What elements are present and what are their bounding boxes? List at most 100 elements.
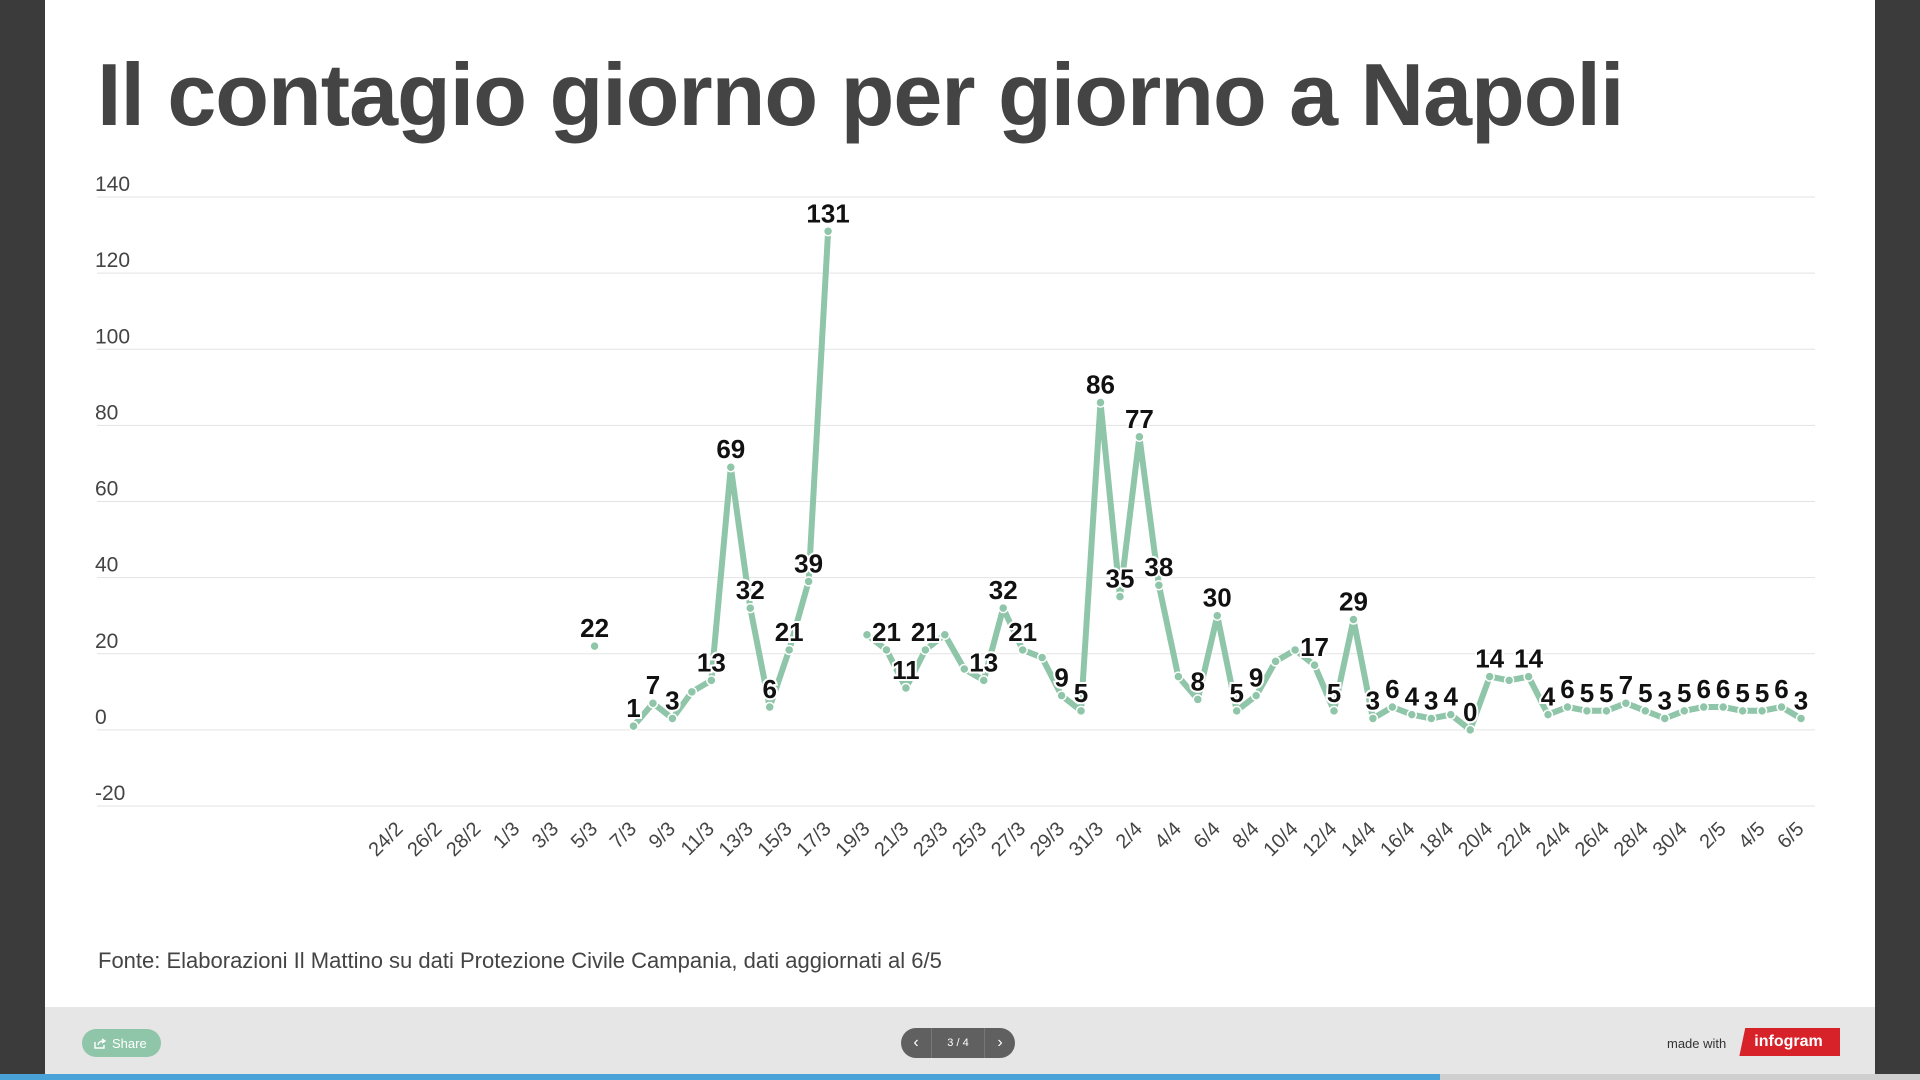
data-label: 6: [1560, 674, 1574, 704]
y-tick-label: 80: [95, 401, 118, 424]
data-point: [1698, 701, 1709, 713]
y-tick-label: 140: [95, 173, 130, 196]
data-point: [1270, 656, 1281, 667]
data-point: [822, 226, 834, 237]
y-tick-label: -20: [95, 782, 125, 805]
made-with-text: made with: [1667, 1036, 1727, 1051]
data-label: 3: [1424, 685, 1438, 715]
data-point: [1562, 701, 1573, 713]
data-point: [628, 720, 639, 732]
x-tick-label: 31/3: [1065, 818, 1108, 861]
data-label: 21: [911, 617, 940, 647]
x-tick-label: 9/3: [645, 818, 680, 853]
data-label: 6: [1774, 674, 1788, 704]
data-point: [1231, 705, 1242, 717]
data-label: 77: [1125, 404, 1154, 434]
progress-bar: [0, 1074, 1920, 1080]
data-point: [1601, 705, 1612, 717]
x-tick-label: 23/3: [909, 818, 952, 861]
next-page-button[interactable]: ›: [985, 1028, 1015, 1058]
data-point: [1250, 690, 1262, 701]
data-label: 5: [1735, 678, 1749, 708]
x-tick-label: 13/3: [715, 818, 758, 861]
data-point: [1679, 705, 1690, 717]
data-point: [667, 713, 678, 724]
data-label: 38: [1144, 552, 1173, 582]
data-label: 4: [1405, 682, 1420, 712]
data-point: [647, 697, 659, 709]
data-label: 32: [736, 575, 765, 605]
data-label: 13: [969, 647, 998, 677]
prev-page-button[interactable]: ‹: [901, 1028, 931, 1058]
data-label: 5: [1074, 678, 1088, 708]
x-tick-label: 21/3: [870, 818, 913, 861]
data-label: 3: [1658, 685, 1672, 715]
x-tick-label: 19/3: [831, 818, 874, 861]
x-tick-label: 7/3: [606, 818, 641, 853]
data-label: 86: [1086, 370, 1115, 400]
y-tick-label: 120: [95, 249, 130, 272]
data-label: 4: [1541, 682, 1556, 712]
data-point: [1542, 709, 1554, 720]
data-point: [997, 602, 1009, 614]
x-tick-label: 5/3: [567, 818, 602, 853]
data-label: 7: [646, 670, 660, 700]
x-tick-label: 14/4: [1337, 818, 1380, 861]
x-tick-label: 30/4: [1649, 818, 1692, 861]
data-point: [1212, 610, 1223, 621]
data-label: 17: [1300, 632, 1329, 662]
x-tick-label: 24/2: [364, 818, 407, 861]
data-point: [1095, 397, 1106, 408]
data-label: 4: [1444, 682, 1459, 712]
data-label: 14: [1514, 644, 1543, 674]
data-label: 14: [1475, 644, 1504, 674]
data-point: [1309, 659, 1320, 671]
data-point: [1445, 709, 1456, 720]
infogram-logo[interactable]: infogram: [1737, 1028, 1840, 1056]
data-point: [764, 701, 775, 713]
y-tick-label: 0: [95, 706, 107, 729]
data-point: [1056, 690, 1067, 701]
data-label: 3: [665, 685, 679, 715]
data-point: [783, 644, 795, 656]
x-tick-label: 3/3: [528, 818, 563, 853]
source-note: Fonte: Elaborazioni Il Mattino su dati P…: [98, 948, 942, 973]
share-label: Share: [112, 1035, 147, 1051]
data-label: 6: [762, 674, 776, 704]
data-label: 5: [1580, 678, 1594, 708]
data-point: [1192, 694, 1204, 705]
data-label: 21: [872, 617, 901, 647]
data-label: 6: [1716, 674, 1730, 704]
data-label: 8: [1191, 666, 1205, 696]
data-label: 13: [697, 647, 726, 677]
data-label: 22: [580, 613, 609, 643]
data-label: 131: [806, 198, 849, 228]
data-label: 5: [1677, 678, 1691, 708]
data-label: 5: [1327, 678, 1341, 708]
data-point: [1640, 705, 1651, 717]
data-point: [1017, 644, 1028, 656]
y-tick-label: 20: [95, 630, 118, 653]
data-point: [1523, 671, 1534, 682]
x-tick-label: 6/4: [1190, 818, 1225, 853]
data-point: [1503, 675, 1515, 686]
data-point: [1464, 724, 1476, 736]
share-button[interactable]: Share: [82, 1029, 161, 1057]
data-point: [686, 686, 698, 698]
x-tick-label: 28/2: [442, 818, 485, 861]
data-label: 30: [1203, 583, 1232, 613]
y-tick-label: 40: [95, 554, 118, 577]
data-label: 11: [892, 655, 920, 685]
data-point: [1289, 644, 1301, 656]
data-label: 35: [1105, 564, 1134, 594]
x-tick-label: 18/4: [1415, 818, 1458, 861]
data-point: [939, 629, 951, 640]
data-point: [978, 675, 989, 686]
data-point: [706, 675, 717, 686]
data-point: [725, 461, 737, 473]
data-point: [861, 629, 873, 640]
data-label: 3: [1366, 685, 1380, 715]
data-point: [803, 576, 814, 587]
data-point: [881, 644, 892, 656]
data-label: 21: [775, 617, 804, 647]
